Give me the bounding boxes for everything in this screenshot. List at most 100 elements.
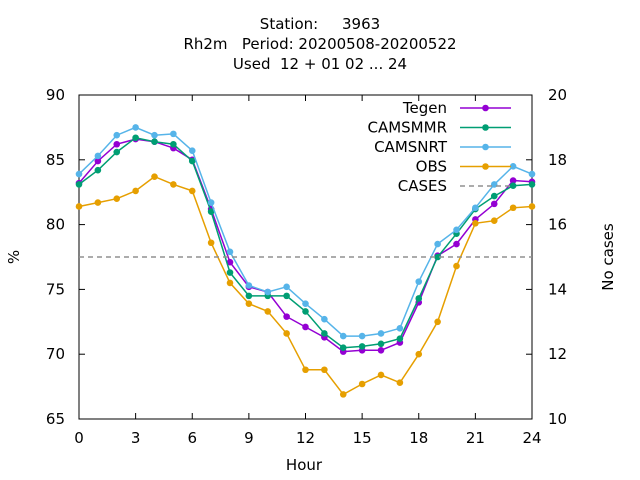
data-point-obs <box>75 203 83 210</box>
y2-tick-label: 18 <box>548 151 567 169</box>
legend-marker-tegen <box>482 104 489 112</box>
data-point-camsmmr <box>358 343 366 350</box>
title-line-used: Used 12 + 01 02 ... 24 <box>232 55 408 73</box>
x-tick-label: 15 <box>353 429 372 447</box>
data-point-camsmmr <box>132 134 139 142</box>
data-point-obs <box>151 173 158 180</box>
x-tick-label: 9 <box>244 429 254 447</box>
data-point-camsmmr <box>151 138 158 145</box>
data-point-camsmmr <box>528 181 536 188</box>
data-point-tegen <box>302 323 309 331</box>
data-point-camsnrt <box>453 226 460 234</box>
legend-marker-camsnrt <box>482 143 489 151</box>
legend-label-obs: OBS <box>416 158 447 176</box>
data-point-tegen <box>453 240 460 248</box>
data-point-camsmmr <box>415 295 423 302</box>
data-point-camsnrt <box>472 204 479 212</box>
data-point-camsnrt <box>245 282 253 289</box>
data-point-camsmmr <box>302 308 309 315</box>
data-point-camsnrt <box>132 124 139 131</box>
data-point-tegen <box>490 200 498 208</box>
data-point-camsmmr <box>245 292 253 300</box>
x-tick-label: 24 <box>522 429 541 447</box>
data-point-obs <box>113 195 121 202</box>
data-point-camsmmr <box>434 253 441 261</box>
data-point-camsmmr <box>170 140 177 148</box>
data-point-tegen <box>377 347 385 354</box>
data-point-camsnrt <box>113 131 121 139</box>
data-point-obs <box>490 217 498 225</box>
data-point-camsnrt <box>339 332 347 340</box>
data-point-obs <box>528 203 536 210</box>
data-point-camsmmr <box>339 344 347 352</box>
legend-marker-camsmmr <box>482 124 489 131</box>
data-point-camsnrt <box>151 131 158 139</box>
data-point-tegen <box>509 177 517 184</box>
data-point-obs <box>434 318 441 326</box>
data-point-tegen <box>94 157 102 165</box>
data-point-camsnrt <box>490 181 498 188</box>
data-point-obs <box>302 366 309 374</box>
data-point-camsnrt <box>396 324 404 332</box>
x-tick-label: 12 <box>296 429 315 447</box>
data-point-camsnrt <box>302 300 309 307</box>
series-line-camsmmr <box>78 136 533 349</box>
data-point-camsnrt <box>509 162 517 170</box>
data-point-obs <box>396 379 404 387</box>
data-point-camsnrt <box>170 130 177 138</box>
data-point-tegen <box>226 258 234 266</box>
data-point-camsmmr <box>75 181 83 188</box>
x-tick-label: 18 <box>409 429 428 447</box>
data-point-camsmmr <box>509 182 517 190</box>
data-point-camsnrt <box>264 288 272 296</box>
chart-title: Station: 3963 Rh2m Period: 20200508-2020… <box>0 14 640 74</box>
data-point-obs <box>188 187 196 195</box>
data-point-obs <box>245 300 253 307</box>
title-line-station: Station: 3963 <box>259 15 381 33</box>
y-tick-label: 75 <box>46 280 65 298</box>
y-tick-label: 70 <box>46 345 65 363</box>
y-tick-label: 65 <box>46 410 65 428</box>
data-point-obs <box>94 199 102 206</box>
data-point-camsnrt <box>207 199 215 206</box>
data-point-obs <box>132 187 139 195</box>
data-point-camsnrt <box>377 330 385 337</box>
data-point-camsmmr <box>94 166 102 174</box>
data-point-camsmmr <box>396 335 404 342</box>
data-point-camsnrt <box>188 147 196 155</box>
data-point-camsnrt <box>226 248 234 256</box>
y-axis-label: % <box>5 250 23 264</box>
data-point-camsmmr <box>207 208 215 215</box>
data-point-obs <box>453 262 460 270</box>
legend-label-cases: CASES <box>398 177 447 195</box>
data-point-camsmmr <box>188 157 196 165</box>
data-point-camsnrt <box>321 315 328 323</box>
data-point-camsmmr <box>113 148 121 156</box>
data-point-camsnrt <box>528 170 536 178</box>
data-point-obs <box>321 366 328 374</box>
data-point-obs <box>264 308 272 315</box>
title-line-period: Rh2m Period: 20200508-20200522 <box>183 35 457 53</box>
data-point-obs <box>358 380 366 388</box>
x-axis-label: Hour <box>286 456 323 474</box>
data-point-obs <box>207 239 215 247</box>
y2-tick-label: 20 <box>548 86 567 104</box>
data-point-camsnrt <box>94 152 102 160</box>
data-point-obs <box>226 279 234 287</box>
data-point-obs <box>472 220 479 227</box>
legend-marker-obs <box>482 163 489 170</box>
y2-tick-label: 10 <box>548 410 567 428</box>
y2-axis-label: No cases <box>599 223 617 291</box>
data-point-camsmmr <box>377 340 385 348</box>
series-line-tegen <box>78 138 533 353</box>
data-point-tegen <box>113 140 121 148</box>
y-tick-label: 85 <box>46 151 65 169</box>
data-point-obs <box>170 181 177 188</box>
legend-label-camsnrt: CAMSNRT <box>374 138 448 156</box>
data-point-camsnrt <box>415 278 423 285</box>
x-tick-label: 21 <box>466 429 485 447</box>
y2-tick-label: 16 <box>548 216 567 234</box>
data-point-obs <box>377 371 385 379</box>
data-point-camsmmr <box>283 292 290 300</box>
